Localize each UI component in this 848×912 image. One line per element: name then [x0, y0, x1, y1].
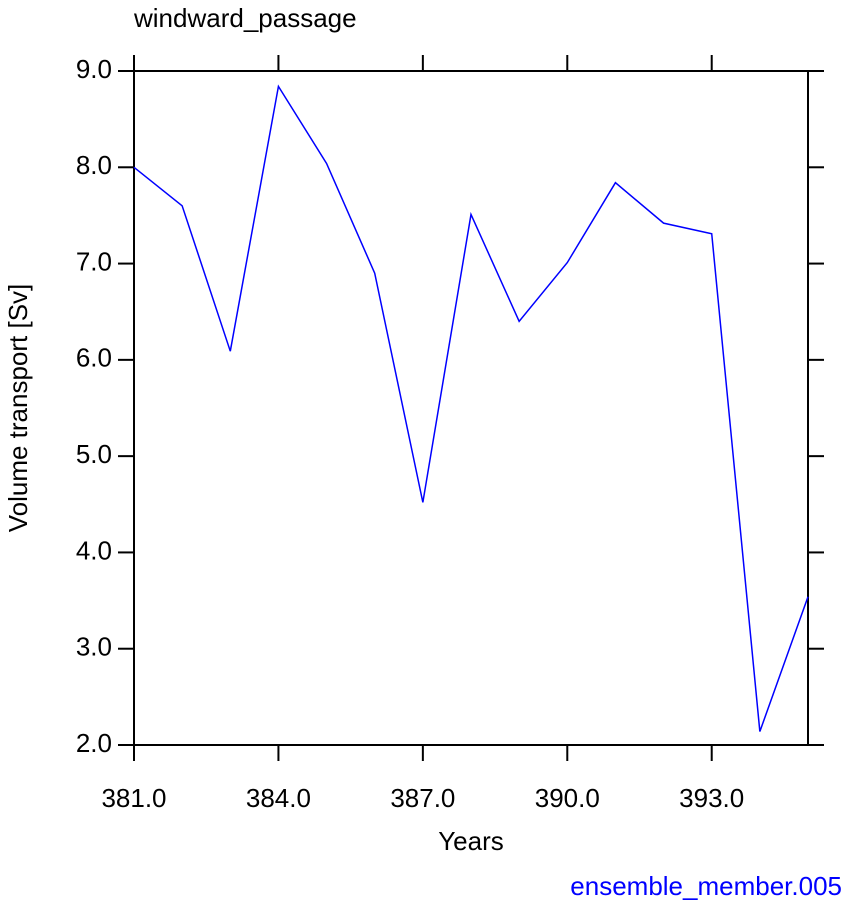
- y-tick-label: 7.0: [76, 246, 112, 276]
- x-axis-label: Years: [438, 826, 504, 856]
- y-tick-label: 3.0: [76, 632, 112, 662]
- y-tick-label: 6.0: [76, 343, 112, 373]
- y-tick-label: 2.0: [76, 728, 112, 758]
- y-tick-label: 9.0: [76, 54, 112, 84]
- chart-title: windward_passage: [133, 3, 357, 33]
- y-axis-label: Volume transport [Sv]: [3, 284, 33, 533]
- y-tick-label: 4.0: [76, 535, 112, 565]
- x-tick-label: 381.0: [101, 783, 166, 813]
- y-tick-label: 5.0: [76, 439, 112, 469]
- x-tick-label: 387.0: [390, 783, 455, 813]
- x-tick-label: 384.0: [246, 783, 311, 813]
- x-tick-label: 393.0: [679, 783, 744, 813]
- y-tick-label: 8.0: [76, 150, 112, 180]
- annotation: ensemble_member.005: [570, 871, 842, 901]
- data-line: [133, 84, 809, 732]
- plot-frame: [133, 70, 809, 746]
- x-tick-label: 390.0: [535, 783, 600, 813]
